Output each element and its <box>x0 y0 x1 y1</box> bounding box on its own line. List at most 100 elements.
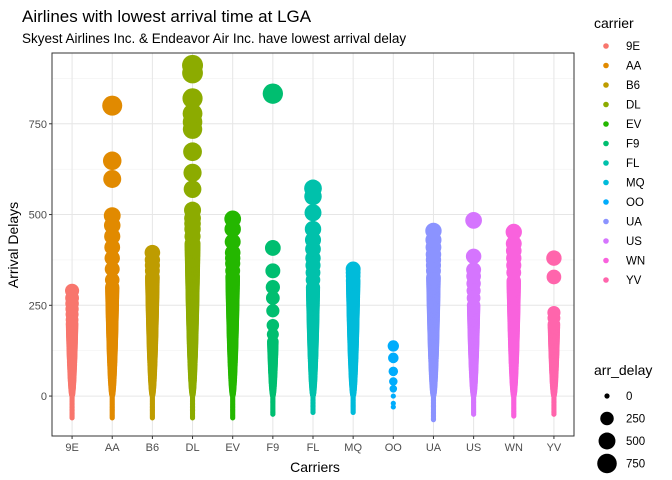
data-point <box>104 261 120 277</box>
data-point <box>390 400 396 406</box>
legend-size-label: 750 <box>626 459 645 471</box>
legend-key-FL <box>603 160 609 166</box>
legend-size-key <box>604 393 610 399</box>
legend-label-FL: FL <box>626 158 640 170</box>
data-point <box>389 385 398 393</box>
x-tick-label: WN <box>505 442 523 454</box>
data-point <box>264 240 281 256</box>
data-point <box>304 204 322 222</box>
data-point <box>224 244 241 261</box>
legend-size-title: arr_delay <box>594 362 652 378</box>
legend-key-DL <box>603 101 609 108</box>
legend-key-WN <box>603 257 609 264</box>
data-point <box>183 180 202 198</box>
data-point <box>304 220 322 238</box>
legend-label-9E: 9E <box>626 41 640 53</box>
legend-label-OO: OO <box>626 197 644 209</box>
legend-label-DL: DL <box>626 100 641 112</box>
data-point <box>184 201 202 219</box>
x-tick-label: US <box>466 442 481 454</box>
series-US <box>465 212 482 417</box>
data-point <box>466 262 482 278</box>
x-tick-label: OO <box>385 442 403 454</box>
series-YV <box>546 250 562 417</box>
data-point <box>182 54 204 76</box>
data-point <box>505 235 522 252</box>
data-point <box>103 169 122 188</box>
data-point <box>104 250 120 266</box>
legend-label-EV: EV <box>626 119 642 131</box>
x-tick-label: MQ <box>344 442 362 454</box>
legend-label-B6: B6 <box>626 80 640 92</box>
chart-title: Airlines with lowest arrival time at LGA <box>22 7 312 26</box>
plot-panel: 0 250 500 750 9E AA B6 DL EV F9 FL MQ OO UA US WN YV <box>29 52 575 454</box>
data-point <box>390 404 396 410</box>
data-point <box>505 223 522 241</box>
series-9E <box>65 283 80 421</box>
legend-size-key <box>600 411 614 426</box>
x-tick-label: DL <box>186 442 200 454</box>
chart-subtitle: Skyest Airlines Inc. & Endeavor Air Inc.… <box>22 31 406 46</box>
data-point <box>387 340 399 352</box>
data-point <box>266 304 280 318</box>
series-B6 <box>144 244 161 421</box>
legend-key-9E <box>603 43 609 49</box>
legend-key-EV <box>603 121 609 127</box>
legend-label-YV: YV <box>626 275 642 287</box>
data-point <box>224 210 242 228</box>
x-tick-label: B6 <box>146 442 159 454</box>
data-point <box>183 163 202 182</box>
data-point <box>182 103 203 124</box>
data-point <box>144 244 161 261</box>
x-tick-label: EV <box>225 442 240 454</box>
data-point <box>465 212 482 229</box>
x-axis-title: Carriers <box>290 459 340 475</box>
legend-key-US <box>603 238 609 244</box>
legend-label-WN: WN <box>626 256 645 268</box>
x-tick-label: YV <box>547 442 562 454</box>
data-point <box>390 393 396 399</box>
series-MQ <box>345 261 361 416</box>
data-point <box>265 291 280 305</box>
series-DL <box>182 54 204 421</box>
y-tick-label: 750 <box>29 119 47 131</box>
data-point <box>388 352 399 364</box>
legend-label-UA: UA <box>626 217 642 229</box>
y-tick-label: 250 <box>29 300 47 312</box>
data-point <box>266 328 279 341</box>
legend-label-F9: F9 <box>626 139 639 151</box>
data-point <box>547 305 561 320</box>
legend-key-F9 <box>603 140 609 147</box>
legend-key-B6 <box>603 82 609 88</box>
legend-size-key <box>598 432 616 450</box>
data-point <box>546 250 562 266</box>
x-tick-label: 9E <box>65 442 78 454</box>
legend-key-MQ <box>603 179 609 186</box>
series-FL <box>304 179 322 416</box>
legend-key-YV <box>603 277 609 283</box>
data-point <box>425 222 442 240</box>
series-F9 <box>262 83 284 417</box>
data-point <box>102 95 123 116</box>
series-AA <box>102 95 123 421</box>
legend-size-label: 0 <box>626 391 632 403</box>
data-point <box>104 272 120 288</box>
y-tick-label: 500 <box>29 210 47 222</box>
legend-size-key <box>597 453 617 474</box>
legend-size: 0 250 500 750 <box>597 391 645 474</box>
data-point <box>265 263 281 279</box>
legend-carrier: 9E AA B6 DL EV F9 FL MQ OO UA US WN YV <box>603 41 645 287</box>
legend-label-AA: AA <box>626 61 642 73</box>
y-axis-title: Arrival Delays <box>5 202 21 288</box>
data-point <box>102 151 122 171</box>
data-point <box>266 319 280 332</box>
x-tick-label: FL <box>307 442 320 454</box>
series-EV <box>224 210 242 421</box>
data-point <box>183 142 202 162</box>
data-point <box>262 83 284 104</box>
legend-label-MQ: MQ <box>626 178 645 190</box>
legend-carrier-title: carrier <box>594 15 634 31</box>
legend-key-AA <box>603 62 609 69</box>
data-point <box>65 283 80 298</box>
